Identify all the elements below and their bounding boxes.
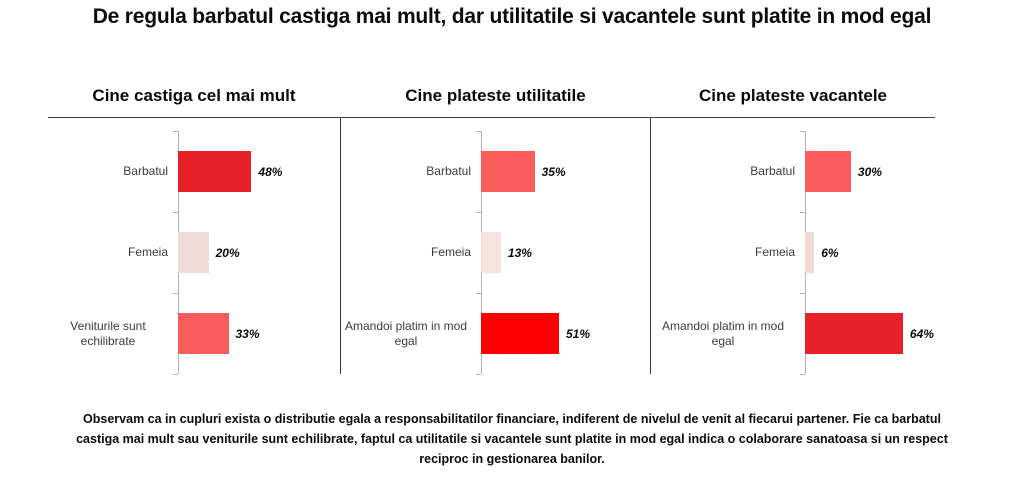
category-label: Barbatul <box>341 164 481 179</box>
category-label-text: Amandoi platim in mod egal <box>344 318 468 348</box>
bar-barbatul <box>805 151 851 192</box>
category-label-text: Veniturile sunt echilibrate <box>70 318 146 348</box>
category-label-text: Barbatul <box>426 164 471 178</box>
plot-row: Barbatul 48% Femeia 20% Veniturile sunt … <box>48 117 935 375</box>
value-label: 33% <box>235 326 260 341</box>
bar-row-barbatul: Barbatul 35% <box>341 131 650 212</box>
category-label: Femeia <box>341 245 481 260</box>
value-label: 48% <box>258 164 283 179</box>
value-label: 13% <box>507 245 532 260</box>
category-label: Amandoi platim in mod egal <box>651 319 805 349</box>
chart-plateste-utilitatile: Barbatul 35% Femeia 13% Amandoi platim i… <box>340 118 651 375</box>
chart-title-cine-castiga: Cine castiga cel mai mult <box>92 86 296 105</box>
axis-tick <box>476 212 481 213</box>
category-label: Femeia <box>48 245 178 260</box>
axis-tick <box>800 131 805 132</box>
category-label: Veniturile sunt echilibrate <box>48 319 178 349</box>
axis-tick <box>173 374 178 375</box>
chart-cine-castiga: Barbatul 48% Femeia 20% Veniturile sunt … <box>48 118 340 375</box>
category-label: Barbatul <box>48 164 178 179</box>
bar-rows: Barbatul 35% Femeia 13% Amandoi platim i… <box>341 131 650 374</box>
bar-row-amandoi-egal: Amandoi platim in mod egal 51% <box>341 293 650 374</box>
axis-tick <box>800 374 805 375</box>
category-label-text: Barbatul <box>750 164 795 178</box>
category-label-text: Femeia <box>127 245 168 259</box>
axis-tick <box>173 293 178 294</box>
bar-rows: Barbatul 30% Femeia 6% Amandoi platim in… <box>651 131 935 374</box>
bar-row-barbatul: Barbatul 30% <box>651 131 935 212</box>
chart-title-plateste-vacantele: Cine plateste vacantele <box>698 86 888 105</box>
bar-row-barbatul: Barbatul 48% <box>48 131 340 212</box>
bar-femeia <box>805 232 815 273</box>
value-label: 51% <box>566 326 591 341</box>
page-title: De regula barbatul castiga mai mult, dar… <box>92 5 932 28</box>
category-label-text: Amandoi platim in mod egal <box>661 318 785 348</box>
bar-amandoi-egal <box>805 313 903 354</box>
value-label: 20% <box>215 245 240 260</box>
bar-femeia <box>481 232 501 273</box>
value-label: 64% <box>909 326 934 341</box>
value-label: 30% <box>857 164 882 179</box>
axis-tick <box>800 212 805 213</box>
chart-titles-row: Cine castiga cel mai mult Cine plateste … <box>48 75 935 117</box>
value-label: 35% <box>541 164 566 179</box>
bar-femeia <box>178 232 209 273</box>
bar-amandoi-egal <box>481 313 559 354</box>
category-label: Amandoi platim in mod egal <box>341 319 481 349</box>
bar-row-veniturile-echilibrate: Veniturile sunt echilibrate 33% <box>48 293 340 374</box>
bar-barbatul <box>481 151 535 192</box>
chart-title-plateste-utilitatile: Cine plateste utilitatile <box>405 86 586 105</box>
axis-tick <box>173 212 178 213</box>
axis-tick <box>476 374 481 375</box>
bar-barbatul <box>178 151 252 192</box>
axis-tick <box>173 131 178 132</box>
category-label-text: Barbatul <box>123 164 168 178</box>
category-label-text: Femeia <box>430 245 471 259</box>
value-label: 6% <box>821 245 839 260</box>
bar-veniturile-echilibrate <box>178 313 229 354</box>
bar-row-amandoi-egal: Amandoi platim in mod egal 64% <box>651 293 935 374</box>
footer-note: Observam ca in cupluri exista o distribu… <box>76 412 948 466</box>
bar-row-femeia: Femeia 13% <box>341 212 650 293</box>
axis-tick <box>476 293 481 294</box>
charts-area: Cine castiga cel mai mult Cine plateste … <box>48 75 935 375</box>
category-label-text: Femeia <box>754 245 795 259</box>
category-label: Femeia <box>651 245 805 260</box>
bar-row-femeia: Femeia 20% <box>48 212 340 293</box>
bar-rows: Barbatul 48% Femeia 20% Veniturile sunt … <box>48 131 340 374</box>
axis-tick <box>800 293 805 294</box>
category-label: Barbatul <box>651 164 805 179</box>
axis-tick <box>476 131 481 132</box>
chart-plateste-vacantele: Barbatul 30% Femeia 6% Amandoi platim in… <box>651 118 935 375</box>
bar-row-femeia: Femeia 6% <box>651 212 935 293</box>
